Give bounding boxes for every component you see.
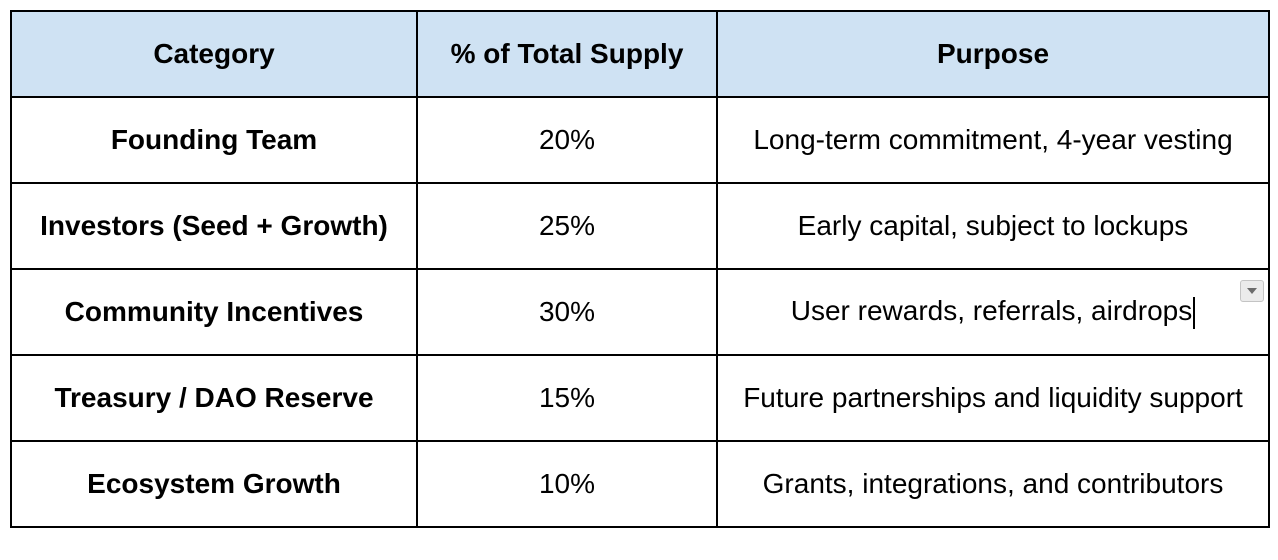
document-table-container: Category % of Total Supply Purpose Found… xyxy=(10,10,1270,528)
header-purpose[interactable]: Purpose xyxy=(716,10,1270,98)
table-row: Investors (Seed + Growth) 25% Early capi… xyxy=(10,182,1270,270)
header-category[interactable]: Category xyxy=(10,10,418,98)
category-cell[interactable]: Community Incentives xyxy=(10,268,418,356)
table-header-row: Category % of Total Supply Purpose xyxy=(10,10,1270,98)
purpose-cell[interactable]: Grants, integrations, and contributors xyxy=(716,440,1270,528)
purpose-cell-text: User rewards, referrals, airdrops xyxy=(790,295,1193,327)
percent-cell[interactable]: 25% xyxy=(416,182,718,270)
percent-cell[interactable]: 10% xyxy=(416,440,718,528)
percent-cell[interactable]: 20% xyxy=(416,96,718,184)
category-cell[interactable]: Founding Team xyxy=(10,96,418,184)
category-cell[interactable]: Ecosystem Growth xyxy=(10,440,418,528)
purpose-cell[interactable]: Early capital, subject to lockups xyxy=(716,182,1270,270)
table-row: Community Incentives 30% User rewards, r… xyxy=(10,268,1270,356)
header-percent[interactable]: % of Total Supply xyxy=(416,10,718,98)
purpose-cell-active[interactable]: User rewards, referrals, airdrops xyxy=(716,268,1270,356)
token-supply-table: Category % of Total Supply Purpose Found… xyxy=(10,10,1270,528)
table-row: Founding Team 20% Long-term commitment, … xyxy=(10,96,1270,184)
table-row: Ecosystem Growth 10% Grants, integration… xyxy=(10,440,1270,528)
text-cursor xyxy=(1193,296,1196,329)
purpose-cell[interactable]: Long-term commitment, 4-year vesting xyxy=(716,96,1270,184)
percent-cell[interactable]: 30% xyxy=(416,268,718,356)
chevron-down-icon xyxy=(1247,288,1257,294)
percent-cell[interactable]: 15% xyxy=(416,354,718,442)
table-row: Treasury / DAO Reserve 15% Future partne… xyxy=(10,354,1270,442)
category-cell[interactable]: Investors (Seed + Growth) xyxy=(10,182,418,270)
cell-dropdown-button[interactable] xyxy=(1240,280,1264,302)
category-cell[interactable]: Treasury / DAO Reserve xyxy=(10,354,418,442)
purpose-cell[interactable]: Future partnerships and liquidity suppor… xyxy=(716,354,1270,442)
